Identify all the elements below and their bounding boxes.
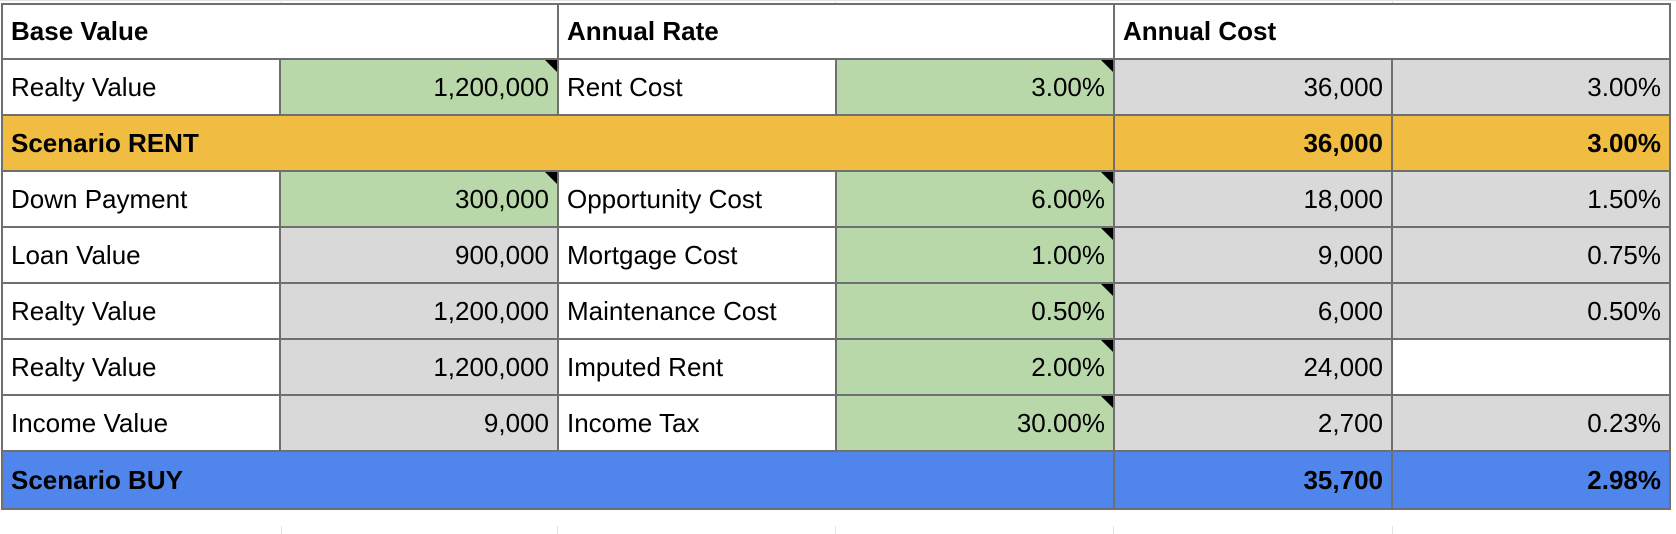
header-row: Base Value Annual Rate Annual Cost: [1, 3, 1671, 60]
cost-value[interactable]: 2,700: [1113, 394, 1393, 452]
scenario-rent-cost[interactable]: 36,000: [1113, 114, 1393, 172]
row-label[interactable]: Down Payment: [1, 170, 281, 228]
row-label[interactable]: Realty Value: [1, 58, 281, 116]
scenario-rent-row: Scenario RENT 36,000 3.00%: [1, 114, 1671, 172]
scenario-buy-cost[interactable]: 35,700: [1113, 450, 1393, 510]
table-row: Down Payment 300,000 Opportunity Cost 6.…: [1, 170, 1671, 228]
annual-cost-header[interactable]: Annual Cost: [1113, 3, 1671, 60]
scenario-buy-percent[interactable]: 2.98%: [1391, 450, 1671, 510]
gridline: [835, 526, 836, 534]
base-value[interactable]: 1,200,000: [279, 338, 559, 396]
base-value[interactable]: 9,000: [279, 394, 559, 452]
table-row: Realty Value 1,200,000 Maintenance Cost …: [1, 282, 1671, 340]
base-value-input[interactable]: 300,000: [279, 170, 559, 228]
rate-input[interactable]: 0.50%: [835, 282, 1115, 340]
scenario-rent-label[interactable]: Scenario RENT: [1, 114, 1115, 172]
rate-input[interactable]: 1.00%: [835, 226, 1115, 284]
rate-label[interactable]: Income Tax: [557, 394, 837, 452]
cost-value[interactable]: 6,000: [1113, 282, 1393, 340]
base-value[interactable]: 900,000: [279, 226, 559, 284]
rate-label[interactable]: Rent Cost: [557, 58, 837, 116]
gridline: [557, 526, 558, 534]
cost-value[interactable]: 9,000: [1113, 226, 1393, 284]
gridline: [1392, 526, 1393, 534]
cost-value[interactable]: 18,000: [1113, 170, 1393, 228]
scenario-buy-label[interactable]: Scenario BUY: [1, 450, 1115, 510]
scenario-buy-row: Scenario BUY 35,700 2.98%: [1, 450, 1671, 510]
table-row: Realty Value 1,200,000 Imputed Rent 2.00…: [1, 338, 1671, 396]
cost-percent[interactable]: 1.50%: [1391, 170, 1671, 228]
table-row: Loan Value 900,000 Mortgage Cost 1.00% 9…: [1, 226, 1671, 284]
cost-percent[interactable]: 3.00%: [1391, 58, 1671, 116]
row-label[interactable]: Income Value: [1, 394, 281, 452]
row-label[interactable]: Realty Value: [1, 282, 281, 340]
cost-percent[interactable]: 0.50%: [1391, 282, 1671, 340]
scenario-rent-percent[interactable]: 3.00%: [1391, 114, 1671, 172]
rate-input[interactable]: 2.00%: [835, 338, 1115, 396]
table-row: Income Value 9,000 Income Tax 30.00% 2,7…: [1, 394, 1671, 452]
rate-input[interactable]: 6.00%: [835, 170, 1115, 228]
gridline: [1113, 526, 1114, 534]
rate-label[interactable]: Opportunity Cost: [557, 170, 837, 228]
gridline: [1392, 0, 1393, 3]
rate-input[interactable]: 3.00%: [835, 58, 1115, 116]
gridline: [281, 0, 282, 3]
row-label[interactable]: Realty Value: [1, 338, 281, 396]
rate-label[interactable]: Mortgage Cost: [557, 226, 837, 284]
cost-percent[interactable]: [1391, 338, 1671, 396]
rate-label[interactable]: Maintenance Cost: [557, 282, 837, 340]
row-label[interactable]: Loan Value: [1, 226, 281, 284]
rate-label[interactable]: Imputed Rent: [557, 338, 837, 396]
table-row: Realty Value 1,200,000 Rent Cost 3.00% 3…: [1, 58, 1671, 116]
rate-input[interactable]: 30.00%: [835, 394, 1115, 452]
cost-value[interactable]: 36,000: [1113, 58, 1393, 116]
base-value-header[interactable]: Base Value: [1, 3, 559, 60]
gridline: [835, 0, 836, 3]
gridline: [0, 0, 1676, 1]
gridline: [281, 526, 282, 534]
base-value[interactable]: 1,200,000: [279, 282, 559, 340]
cost-value[interactable]: 24,000: [1113, 338, 1393, 396]
cost-percent[interactable]: 0.23%: [1391, 394, 1671, 452]
cost-percent[interactable]: 0.75%: [1391, 226, 1671, 284]
cost-table: Base Value Annual Rate Annual Cost Realt…: [1, 3, 1671, 510]
annual-rate-header[interactable]: Annual Rate: [557, 3, 1115, 60]
base-value-input[interactable]: 1,200,000: [279, 58, 559, 116]
